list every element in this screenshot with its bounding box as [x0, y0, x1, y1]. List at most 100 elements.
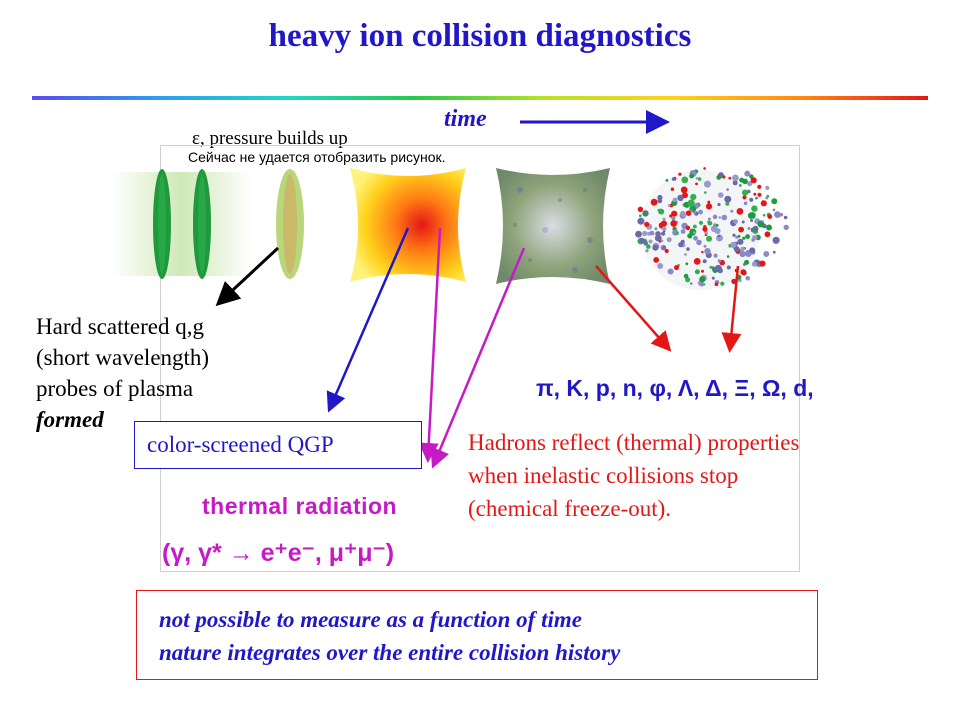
hadron-particle	[686, 247, 690, 251]
hadron-particle	[726, 255, 730, 258]
hadron-particle	[704, 191, 707, 194]
hadron-particle	[674, 265, 679, 271]
hadron-particle	[749, 197, 754, 202]
hadron-particle	[695, 177, 699, 180]
hadron-particle	[715, 224, 719, 227]
hadron-particle	[711, 276, 715, 280]
hadron-particle	[745, 276, 750, 281]
hadron-particle	[662, 217, 666, 221]
image-frame	[160, 145, 800, 572]
hadron-particle	[737, 238, 744, 245]
hadron-particle	[683, 273, 689, 279]
hadron-particle	[753, 228, 757, 232]
hadron-particle	[685, 210, 692, 216]
hadron-particle	[694, 269, 700, 275]
hadron-particle	[717, 234, 721, 238]
note-box: not possible to measure as a function of…	[136, 590, 818, 680]
hadron-particle	[696, 239, 702, 246]
hadron-particle	[742, 236, 746, 240]
qgp-sphere	[496, 168, 610, 284]
hadron-particle	[690, 193, 697, 201]
hadron-particle	[704, 248, 711, 255]
hadron-particle	[639, 237, 645, 244]
hadron-particle	[681, 176, 689, 184]
hadron-particle	[765, 196, 769, 200]
hadron-particle	[752, 235, 757, 240]
hadron-particle	[747, 227, 751, 230]
hadron-particle	[643, 241, 648, 246]
hadron-particle	[667, 204, 671, 207]
hadron-particle	[670, 220, 677, 227]
hadron-particle	[757, 184, 762, 189]
hadron-particle	[740, 246, 745, 252]
hadron-particle	[660, 220, 668, 227]
hadron-particle	[678, 172, 682, 176]
hadron-particle	[699, 276, 706, 283]
hadron-particle	[701, 269, 704, 273]
hadron-particle	[689, 173, 694, 179]
hadron-particle	[675, 231, 679, 235]
hadron-particle	[680, 186, 688, 194]
hadron-particle	[716, 175, 722, 180]
hadron-particle	[763, 251, 770, 257]
hadron-particle	[738, 226, 744, 233]
hadron-particle	[728, 176, 732, 180]
hadron-particle	[721, 214, 728, 221]
qgp-speckle	[513, 187, 593, 273]
hadron-particle	[733, 246, 740, 253]
hadron-particle	[690, 209, 693, 212]
hadron-particle	[725, 201, 730, 206]
hadron-particle	[699, 220, 703, 225]
hadron-particle	[646, 244, 651, 249]
fireball	[350, 168, 466, 282]
hadron-particle	[762, 213, 766, 217]
thermal-arrow-1	[418, 227, 442, 463]
hadron-line-2: when inelastic collisions stop	[468, 463, 739, 488]
hadron-particle	[661, 226, 667, 231]
hadron-particle	[742, 195, 747, 200]
hadron-particle	[759, 260, 766, 267]
hadron-particle	[680, 210, 686, 217]
hadron-particle	[648, 239, 653, 244]
hadron-particle	[714, 228, 721, 234]
hadron-particle	[726, 265, 731, 270]
hadron-particle	[693, 211, 697, 215]
hadron-particle	[654, 234, 662, 242]
pressure-label: ε, pressure builds up	[192, 128, 348, 149]
hadron-particle	[661, 231, 666, 236]
hadron-particle	[714, 282, 719, 287]
hadron-particle	[687, 233, 693, 239]
hadron-particle	[685, 225, 691, 231]
hadron-particle	[751, 261, 758, 267]
hard-line-4: formed	[36, 407, 104, 432]
hadron-particle	[701, 250, 704, 254]
hadron-particle	[677, 194, 684, 202]
hadron-list: π, K, p, n, φ, Λ, Δ, Ξ, Ω, d,	[536, 375, 814, 401]
hadron-particle	[707, 200, 711, 204]
qgp-label: color-screened QGP	[147, 432, 334, 457]
hadron-particle	[774, 211, 781, 219]
hadron-particle	[742, 189, 749, 196]
hadron-text: Hadrons reflect (thermal) properties whe…	[468, 426, 938, 525]
hadron-particle	[760, 200, 767, 207]
hadron-particle	[757, 192, 762, 197]
hadron-particle	[751, 205, 758, 212]
hadron-particle	[693, 231, 696, 235]
hard-probe-arrow	[215, 246, 280, 307]
hadron-particle	[772, 236, 780, 244]
hadron-particle	[750, 177, 757, 184]
hadron-particle	[689, 205, 697, 213]
hadron-particle	[765, 185, 770, 190]
hadron-particle	[739, 184, 742, 187]
hadron-particle	[649, 230, 655, 236]
hadron-particle	[712, 214, 718, 220]
hadron-particle	[658, 240, 662, 243]
hadron-particle	[747, 181, 753, 187]
hadron-particle	[767, 214, 773, 220]
hadron-particle	[684, 253, 687, 256]
hadron-particle	[698, 209, 703, 215]
hadron-particle	[650, 198, 658, 206]
hadron-particle	[771, 198, 778, 205]
hadron-particle	[670, 187, 675, 191]
